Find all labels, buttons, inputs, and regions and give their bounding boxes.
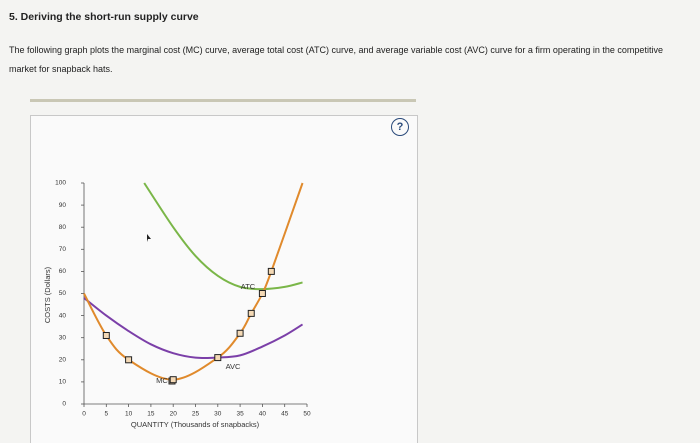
- curve: [143, 182, 303, 291]
- separator: [30, 99, 416, 102]
- curve: [83, 182, 304, 381]
- curve-label: AVC: [226, 362, 241, 371]
- help-button[interactable]: ?: [391, 118, 409, 136]
- x-tick-label: 25: [192, 411, 200, 418]
- x-tick-label: 20: [170, 411, 178, 418]
- point: [236, 329, 244, 337]
- question-text: The following graph plots the marginal c…: [9, 45, 663, 74]
- point: [214, 354, 222, 362]
- x-tick-label: 35: [236, 411, 244, 418]
- question-title: 5. Deriving the short-run supply curve: [9, 11, 199, 23]
- curve-label: ATC: [241, 282, 256, 291]
- x-tick-label: 45: [281, 411, 289, 418]
- y-tick-label: 100: [55, 180, 66, 187]
- point: [247, 309, 255, 317]
- x-tick-label: 50: [303, 411, 311, 418]
- x-tick-label: 40: [259, 411, 267, 418]
- cursor: [147, 234, 151, 242]
- y-tick-label: 20: [59, 357, 67, 364]
- y-tick-label: 50: [59, 290, 67, 297]
- curve-label: MC: [156, 376, 168, 385]
- point: [267, 267, 275, 275]
- y-tick-label: 10: [59, 379, 67, 386]
- point: [125, 356, 133, 364]
- x-axis-label: QUANTITY (Thousands of snapbacks): [131, 420, 260, 429]
- y-tick-label: 40: [59, 312, 67, 319]
- y-axis-label: COSTS (Dollars): [43, 266, 52, 323]
- x-tick-label: 0: [82, 411, 86, 418]
- x-tick-label: 30: [214, 411, 222, 418]
- x-tick-label: 10: [125, 411, 133, 418]
- point: [102, 331, 110, 339]
- y-tick-label: 30: [59, 334, 67, 341]
- y-tick-label: 0: [62, 401, 66, 408]
- x-tick-label: 15: [147, 411, 155, 418]
- y-tick-label: 60: [59, 268, 67, 275]
- point: [258, 290, 266, 297]
- y-tick-label: 70: [59, 246, 67, 253]
- x-tick-label: 5: [104, 411, 108, 418]
- point: [169, 376, 177, 384]
- curve: [83, 297, 304, 360]
- y-tick-label: 90: [59, 202, 67, 209]
- y-tick-label: 80: [59, 224, 67, 231]
